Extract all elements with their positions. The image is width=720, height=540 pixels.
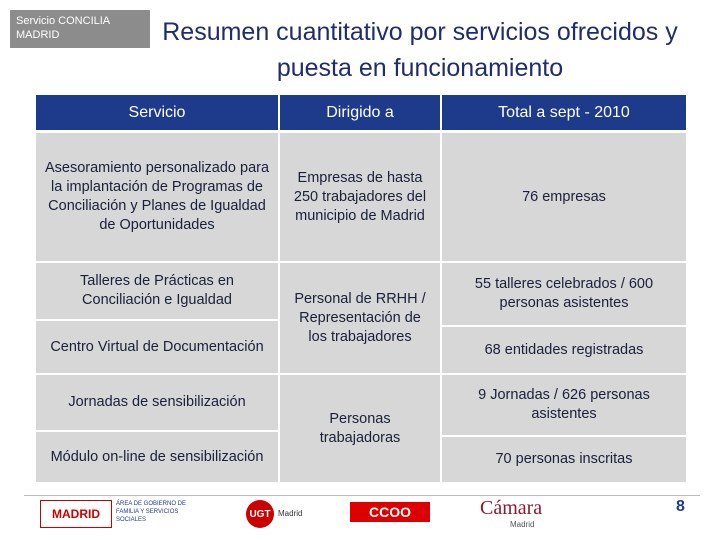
cell: Módulo on-line de sensibilización <box>36 432 278 482</box>
ccoo-logo: CCOO <box>350 502 430 522</box>
footer <box>24 495 700 533</box>
ugt-city: Madrid <box>278 509 303 518</box>
title: Resumen cuantitativo por servicios ofrec… <box>162 18 678 82</box>
cell: 76 empresas <box>442 133 686 261</box>
cell: 68 entidades registradas <box>442 327 686 373</box>
column-header: Servicio <box>36 95 278 130</box>
area-logo: ÁREA DE GOBIERNO DE FAMILIA Y SERVICIOS … <box>116 501 187 523</box>
page-number: 8 <box>676 498 685 515</box>
cell: 9 Jornadas / 626 personas asistentes <box>442 375 686 435</box>
camara-logo: Cámara <box>480 497 543 519</box>
cell: 70 personas inscritas <box>442 437 686 482</box>
camara-city: Madrid <box>510 520 535 529</box>
column-header: Dirigido a <box>280 95 440 130</box>
cell: Personas trabajadoras <box>280 375 440 482</box>
cell: Asesoramiento personalizado para la impl… <box>36 133 278 261</box>
cell: Jornadas de sensibilización <box>36 375 278 430</box>
ugt-logo: UGT <box>246 500 274 528</box>
madrid-logo: MADRID <box>40 500 112 528</box>
cell: 55 talleres celebrados / 600 personas as… <box>442 263 686 325</box>
cell: Personal de RRHH / Representación de los… <box>280 263 440 373</box>
badge: Servicio CONCILIA MADRID <box>10 10 150 48</box>
column-header: Total a sept - 2010 <box>442 95 686 130</box>
cell: Empresas de hasta 250 trabajadores del m… <box>280 133 440 261</box>
cell: Centro Virtual de Documentación <box>36 321 278 373</box>
cell: Talleres de Prácticas en Conciliación e … <box>36 263 278 319</box>
